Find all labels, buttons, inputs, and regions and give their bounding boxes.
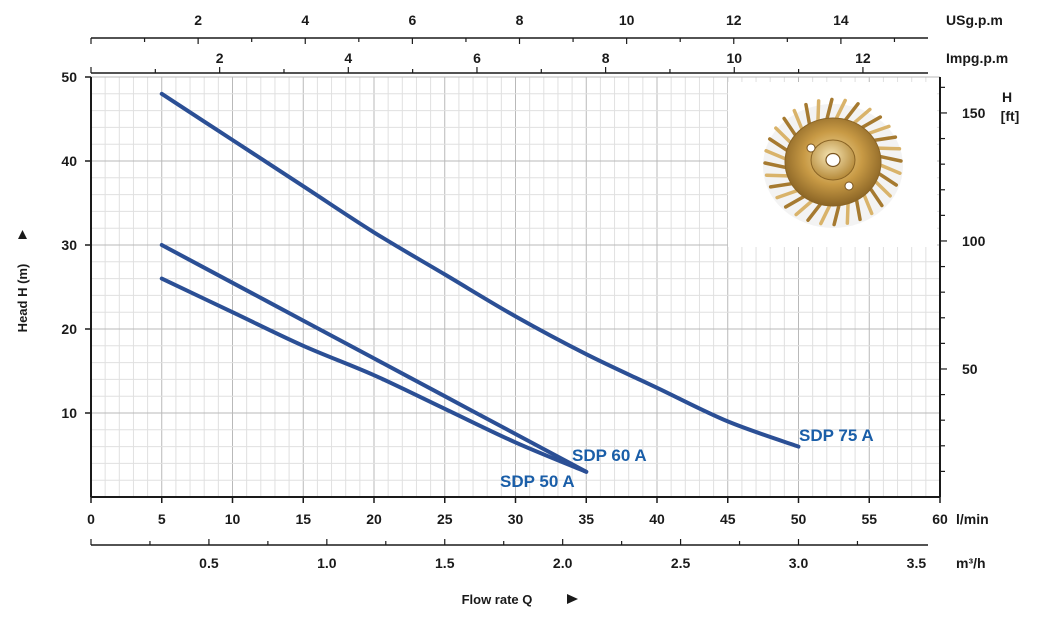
series-line-sdp-60-a [159,243,589,474]
x-tick-label: 50 [791,511,807,527]
series-label-sdp-50-a: SDP 50 A [500,472,575,491]
usgpm-unit-label: USg.p.m [946,12,1003,28]
m3h-unit-label: m³/h [956,555,986,571]
m3h-tick-label: 1.0 [317,555,337,571]
x-tick-label: 0 [87,511,95,527]
y-axis-arrow-icon [18,230,27,239]
m3h-tick-label: 2.0 [553,555,573,571]
y-tick-label: 10 [61,405,77,421]
x-axis-arrow-icon [567,594,578,604]
y-tick-label: 20 [61,321,77,337]
x-tick-label: 5 [158,511,166,527]
impeller-balance-hole [806,143,816,153]
ft-unit-label-h: H [1002,89,1012,105]
impgpm-tick-label: 8 [602,50,610,66]
x-tick-label: 30 [508,511,524,527]
impeller-blades [763,97,903,227]
y-axis-title: Head H (m) [15,264,30,333]
ft-tick-label: 150 [962,105,986,121]
impeller-shaft-hole [825,152,841,168]
x-tick-label: 15 [295,511,311,527]
impeller-photo [728,82,937,247]
x-tick-label: 60 [932,511,948,527]
labels: Head H (m) Flow rate Q SDP 50 A SDP 60 A SDP… [15,230,874,607]
series-layer [159,91,801,474]
impgpm-tick-label: 6 [473,50,481,66]
x-unit-label: l/min [956,511,989,527]
x-tick-label: 55 [861,511,877,527]
impgpm-tick-label: 4 [344,50,352,66]
impgpm-tick-label: 12 [855,50,871,66]
x-tick-label: 35 [578,511,594,527]
x-axis-title: Flow rate Q [462,592,533,607]
axes: 10 20 30 40 50 0 5 10 15 20 25 30 35 40 45 50 55 60 l/min 0… [61,12,1019,571]
series-label-sdp-75-a: SDP 75 A [799,426,874,445]
series-line-sdp-50-a [159,276,589,474]
m3h-tick-label: 2.5 [671,555,691,571]
impeller-balance-hole [844,181,854,191]
y-tick-label: 30 [61,237,77,253]
x-tick-label: 25 [437,511,453,527]
m3h-tick-label: 3.0 [789,555,809,571]
impgpm-tick-label: 2 [216,50,224,66]
usgpm-tick-label: 12 [726,12,742,28]
usgpm-tick-label: 2 [194,12,202,28]
y-tick-label: 40 [61,153,77,169]
x-tick-label: 45 [720,511,736,527]
ft-tick-label: 100 [962,233,986,249]
ft-tick-label: 50 [962,361,978,377]
x-tick-label: 40 [649,511,665,527]
m3h-tick-label: 1.5 [435,555,455,571]
x-tick-label: 10 [225,511,241,527]
ft-unit-label-ft: [ft] [1001,108,1020,124]
usgpm-tick-label: 14 [833,12,849,28]
impgpm-tick-label: 10 [726,50,742,66]
m3h-tick-label: 3.5 [907,555,927,571]
series-label-sdp-60-a: SDP 60 A [572,446,647,465]
y-tick-label: 50 [61,69,77,85]
usgpm-tick-label: 8 [516,12,524,28]
x-tick-label: 20 [366,511,382,527]
series-line-sdp-75-a [159,91,801,449]
m3h-tick-label: 0.5 [199,555,219,571]
usgpm-tick-label: 4 [301,12,309,28]
usgpm-tick-label: 6 [408,12,416,28]
usgpm-tick-label: 10 [619,12,635,28]
impgpm-unit-label: Impg.p.m [946,50,1008,66]
